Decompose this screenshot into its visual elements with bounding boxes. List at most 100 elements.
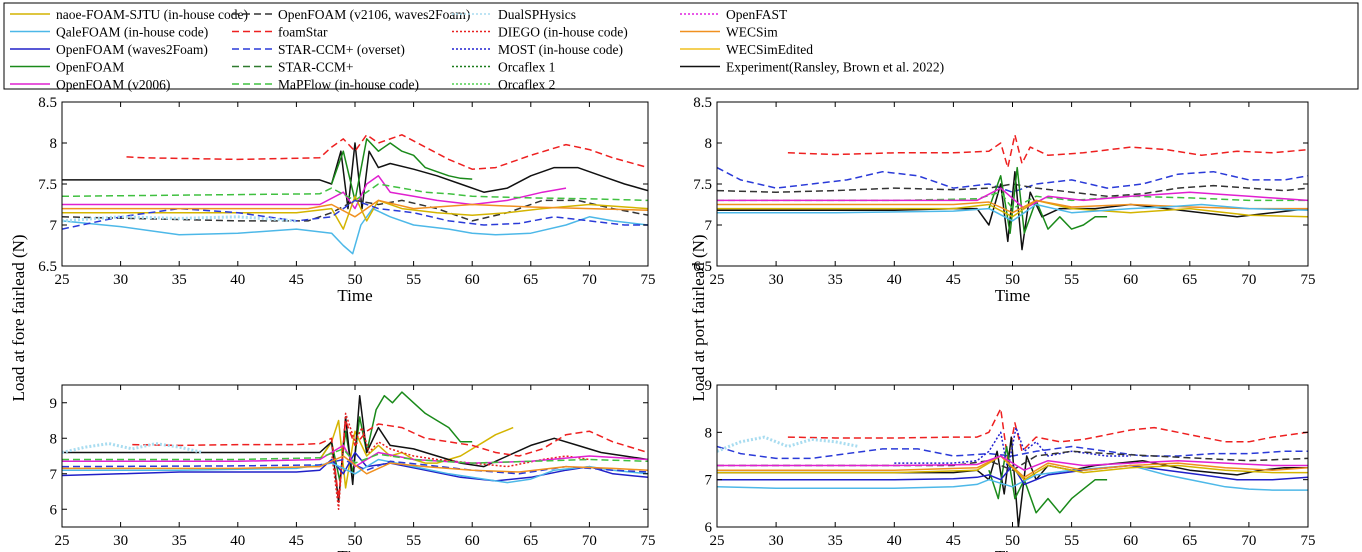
y-axis-label-left: Load at fore fairlead (N) bbox=[9, 234, 28, 401]
x-tick-label: 40 bbox=[887, 272, 902, 288]
y-tick-label: 7 bbox=[705, 473, 713, 489]
x-axis-label: Time bbox=[337, 547, 372, 552]
legend-entry-label: QaleFOAM (in-house code) bbox=[56, 25, 208, 40]
series-line bbox=[62, 394, 648, 503]
x-tick-label: 65 bbox=[1182, 272, 1197, 288]
x-tick-label: 60 bbox=[465, 533, 480, 549]
series-line bbox=[319, 419, 514, 489]
series-line bbox=[717, 170, 1308, 251]
legend-entry-label: naoe-FOAM-SJTU (in-house code) bbox=[56, 7, 248, 22]
series-line bbox=[717, 191, 1308, 210]
x-tick-label: 70 bbox=[1241, 533, 1256, 549]
series-line bbox=[62, 142, 648, 210]
series-line bbox=[717, 199, 1308, 214]
series-line bbox=[787, 407, 1308, 462]
x-tick-label: 65 bbox=[1182, 533, 1197, 549]
series-line bbox=[62, 183, 648, 202]
series-line bbox=[717, 455, 1308, 481]
x-tick-label: 50 bbox=[1005, 533, 1020, 549]
legend-entry-label: OpenFOAM (waves2Foam) bbox=[56, 42, 208, 57]
series-line bbox=[717, 435, 860, 453]
series-line bbox=[717, 199, 1308, 218]
x-tick-label: 70 bbox=[1241, 272, 1256, 288]
series-line bbox=[62, 442, 203, 454]
series-line bbox=[62, 455, 648, 475]
x-tick-label: 40 bbox=[887, 533, 902, 549]
series-line bbox=[717, 203, 1308, 222]
legend-entry-label: MaPFlow (in-house code) bbox=[278, 77, 419, 92]
x-tick-label: 65 bbox=[523, 272, 538, 288]
x-tick-label: 35 bbox=[828, 272, 843, 288]
y-axis-label-right: Load at port fairlead (N) bbox=[689, 234, 708, 401]
y-tick-label: 9 bbox=[50, 396, 58, 412]
series-line bbox=[132, 419, 648, 500]
y-tick-label: 6.5 bbox=[38, 259, 57, 275]
series-line bbox=[717, 166, 1308, 193]
x-tick-label: 75 bbox=[1301, 533, 1316, 549]
y-tick-label: 8.5 bbox=[38, 95, 57, 111]
series-line bbox=[126, 134, 648, 170]
x-tick-label: 40 bbox=[230, 272, 245, 288]
series-line bbox=[62, 215, 297, 223]
legend-entry-label: WECSimEdited bbox=[726, 42, 813, 57]
legend-entry-label: WECSim bbox=[726, 25, 778, 40]
legend-entry-label: STAR-CCM+ (overset) bbox=[278, 42, 405, 57]
series-line bbox=[787, 134, 1308, 169]
legend-entry-label: foamStar bbox=[278, 25, 328, 40]
y-tick-label: 7 bbox=[50, 218, 58, 234]
x-tick-label: 60 bbox=[465, 272, 480, 288]
y-tick-label: 8 bbox=[50, 136, 58, 152]
legend-entry-label: DualSPHysics bbox=[498, 7, 576, 22]
series-line bbox=[62, 444, 648, 468]
x-tick-label: 35 bbox=[828, 533, 843, 549]
series-line bbox=[62, 207, 648, 255]
legend-entry-label: STAR-CCM+ bbox=[278, 60, 354, 75]
x-axis-label: Time bbox=[995, 286, 1030, 305]
x-tick-label: 45 bbox=[289, 533, 304, 549]
series-line bbox=[717, 464, 1308, 486]
x-tick-label: 25 bbox=[55, 533, 70, 549]
series-line bbox=[717, 455, 1308, 479]
x-tick-label: 50 bbox=[1005, 272, 1020, 288]
x-axis-label: Time bbox=[337, 286, 372, 305]
x-tick-label: 50 bbox=[348, 533, 363, 549]
legend-entry-label: OpenFOAM (v2006) bbox=[56, 77, 170, 92]
series-line bbox=[62, 195, 648, 230]
legend-entry-label: DIEGO (in-house code) bbox=[498, 25, 628, 40]
legend: naoe-FOAM-SJTU (in-house code) QaleFOAM (… bbox=[3, 2, 1359, 92]
y-tick-label: 6.5 bbox=[693, 259, 712, 275]
y-tick-label: 8 bbox=[705, 425, 713, 441]
series-line bbox=[62, 199, 648, 218]
legend-entry-label: MOST (in-house code) bbox=[498, 42, 623, 57]
series-line bbox=[62, 175, 567, 210]
series-line bbox=[717, 450, 1308, 471]
x-tick-label: 55 bbox=[1064, 272, 1079, 288]
x-tick-label: 30 bbox=[769, 272, 784, 288]
y-tick-label: 7 bbox=[50, 467, 58, 483]
x-tick-label: 30 bbox=[769, 533, 784, 549]
chart-panel-top-left: 25 30 35 40 45 50 55 60 65 70 75 6.5 7 7.5 8 8.5 Time bbox=[38, 95, 655, 305]
x-tick-label: 25 bbox=[710, 272, 725, 288]
y-tick-label: 7 bbox=[705, 218, 713, 234]
y-tick-label: 7.5 bbox=[693, 177, 712, 193]
y-tick-label: 8 bbox=[705, 136, 713, 152]
x-tick-label: 45 bbox=[946, 533, 961, 549]
series-line bbox=[717, 455, 1308, 471]
series-line bbox=[62, 199, 648, 230]
y-tick-label: 9 bbox=[705, 378, 713, 394]
series-line bbox=[717, 183, 1308, 198]
series-line bbox=[988, 166, 1108, 234]
chart-panel-bottom-left: 25 30 35 40 45 50 55 60 65 70 75 6 7 8 9 Time bbox=[50, 384, 656, 552]
x-tick-label: 40 bbox=[230, 533, 245, 549]
x-tick-label: 55 bbox=[1064, 533, 1079, 549]
y-tick-label: 7.5 bbox=[38, 177, 57, 193]
x-tick-label: 25 bbox=[55, 272, 70, 288]
x-tick-label: 25 bbox=[710, 533, 725, 549]
x-tick-label: 30 bbox=[113, 272, 128, 288]
y-tick-label: 8 bbox=[50, 431, 58, 447]
y-tick-label: 8.5 bbox=[693, 95, 712, 111]
legend-entry-label: Orcaflex 1 bbox=[498, 60, 555, 75]
y-tick-label: 6 bbox=[50, 502, 58, 518]
x-tick-label: 50 bbox=[348, 272, 363, 288]
